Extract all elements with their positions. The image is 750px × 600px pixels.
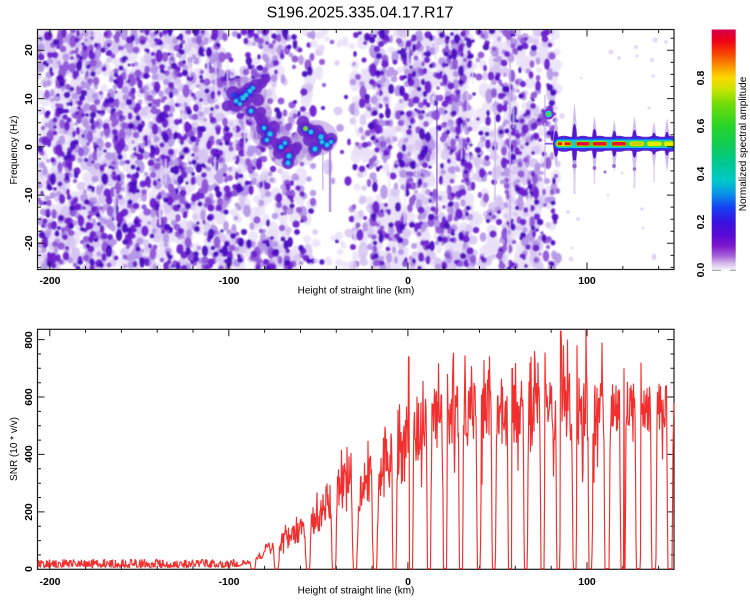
- svg-text:0.4: 0.4: [695, 167, 707, 182]
- svg-text:0.8: 0.8: [695, 71, 707, 86]
- svg-text:-100: -100: [218, 576, 239, 588]
- svg-text:-20: -20: [23, 235, 35, 250]
- svg-text:Normalized spectral amplitude: Normalized spectral amplitude: [738, 76, 749, 211]
- svg-text:Frequency (Hz): Frequency (Hz): [9, 116, 20, 185]
- svg-text:0: 0: [23, 566, 35, 572]
- svg-text:10: 10: [23, 93, 35, 105]
- svg-text:800: 800: [23, 331, 35, 349]
- svg-text:0.0: 0.0: [695, 263, 707, 278]
- svg-text:0: 0: [405, 576, 411, 588]
- svg-text:600: 600: [23, 388, 35, 406]
- svg-text:-10: -10: [23, 187, 35, 202]
- svg-text:SNR (10 * v/v): SNR (10 * v/v): [9, 417, 20, 481]
- svg-text:0.6: 0.6: [695, 119, 707, 134]
- svg-text:20: 20: [23, 44, 35, 56]
- svg-text:-200: -200: [39, 275, 60, 287]
- svg-text:0: 0: [405, 275, 411, 287]
- svg-text:-100: -100: [218, 275, 239, 287]
- svg-text:100: 100: [578, 576, 596, 588]
- svg-text:Height of straight line (km): Height of straight line (km): [298, 586, 415, 597]
- svg-text:S196.2025.335.04.17.R17: S196.2025.335.04.17.R17: [267, 5, 454, 22]
- svg-text:0: 0: [23, 144, 35, 150]
- svg-text:-200: -200: [39, 576, 60, 588]
- svg-text:Height of straight line (km): Height of straight line (km): [298, 286, 415, 297]
- svg-text:200: 200: [23, 503, 35, 521]
- svg-text:100: 100: [578, 275, 596, 287]
- svg-text:0.2: 0.2: [695, 215, 707, 230]
- svg-text:400: 400: [23, 445, 35, 463]
